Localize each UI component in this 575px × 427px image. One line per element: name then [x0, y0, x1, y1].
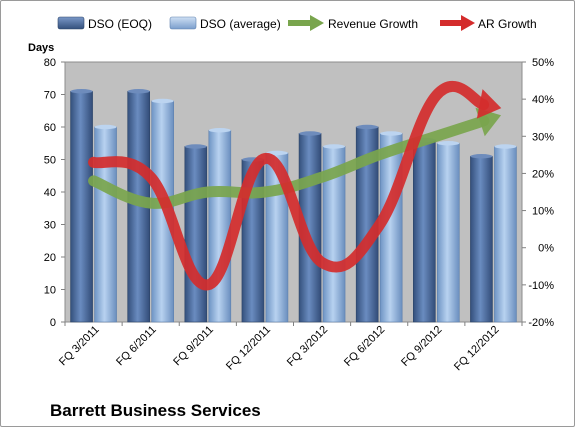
x-tick-label: FQ 3/2011 [57, 324, 102, 369]
legend-label-dso-average: DSO (average) [200, 17, 281, 31]
legend-item-dso-average: DSO (average) [169, 16, 281, 31]
arrowhead-ar-growth [476, 89, 502, 119]
company-name: Barrett Business Services [50, 401, 261, 420]
legend-item-ar-growth: AR Growth [440, 15, 537, 31]
x-axis: FQ 3/2011 FQ 6/2011 FQ 9/2011 FQ 12/2011 FQ … [57, 322, 523, 374]
line-series [88, 81, 502, 291]
x-tick-label: FQ 12/2012 [452, 324, 502, 374]
bar-cap-dso-average [494, 144, 517, 149]
bar-cap-dso-eoq [127, 89, 150, 94]
bar-cap-dso-eoq [299, 131, 322, 136]
legend-item-dso-eoq: DSO (EOQ) [57, 16, 152, 31]
left-tick-label: 10 [44, 285, 56, 297]
right-tick-label: 20% [532, 168, 554, 180]
right-tick-label: -10% [528, 280, 554, 292]
bar-dso-eoq [470, 155, 493, 323]
legend-arrowhead-ar-growth [461, 15, 475, 31]
line-revenue-growth [88, 115, 490, 209]
bar-dso-average [208, 129, 232, 323]
legend-swatch-dso-eoq [57, 16, 85, 30]
x-tick-label: FQ 9/2011 [171, 324, 216, 369]
legend-label-revenue-growth: Revenue Growth [328, 17, 418, 31]
right-tick-label: 40% [532, 94, 554, 106]
right-tick-label: 0% [538, 243, 554, 255]
bar-cap-dso-eoq [470, 154, 493, 159]
legend-label-dso-eoq: DSO (EOQ) [88, 17, 152, 31]
left-tick-label: 0 [50, 317, 56, 329]
legend-arrowhead-revenue-growth [310, 15, 324, 31]
left-tick-label: 60 [44, 122, 56, 134]
bar-cap-dso-eoq [70, 89, 93, 94]
left-tick-label: 30 [44, 220, 56, 232]
bar-cap-dso-eoq [356, 124, 379, 130]
bar-cap-dso-average [437, 141, 460, 146]
left-axis-title: Days [28, 42, 54, 54]
legend-swatch-dso-average [169, 16, 197, 30]
bar-dso-average [494, 146, 517, 323]
right-tick-label: -20% [528, 317, 554, 329]
legend-item-revenue-growth: Revenue Growth [288, 15, 418, 31]
x-tick-label: FQ 6/2012 [342, 324, 387, 369]
x-tick-label: FQ 3/2012 [285, 324, 330, 369]
line-ar-growth [88, 81, 490, 291]
bar-cap-dso-average [323, 144, 346, 149]
bar-cap-dso-eoq [184, 144, 207, 149]
bar-cap-dso-average [208, 128, 231, 133]
left-tick-label: 20 [44, 252, 56, 264]
bar-cap-dso-average [380, 131, 403, 136]
bar-dso-eoq [70, 90, 93, 323]
left-tick-label: 80 [44, 57, 56, 69]
right-tick-label: 30% [532, 131, 554, 143]
bar-dso-eoq [413, 139, 436, 323]
bar-cap-dso-average [94, 124, 117, 130]
right-tick-label: 50% [532, 57, 554, 69]
x-tick-label: FQ 12/2011 [224, 324, 273, 373]
bar-dso-average [94, 126, 117, 323]
x-tick-label: FQ 9/2012 [399, 324, 444, 369]
left-axis: 0 10 20 30 40 50 60 70 80 [44, 57, 65, 329]
x-tick-label: FQ 6/2011 [114, 324, 159, 369]
left-tick-label: 40 [44, 187, 56, 199]
left-tick-label: 50 [44, 155, 56, 167]
right-axis: -20% -10% 0% 10% 20% 30% 40% 50% [522, 57, 554, 329]
bar-dso-average [437, 142, 460, 323]
legend-label-ar-growth: AR Growth [478, 17, 537, 31]
left-tick-label: 70 [44, 90, 56, 102]
legend: DSO (EOQ) DSO (average) Revenue Growth A… [57, 15, 537, 31]
bar-cap-dso-average [151, 98, 174, 104]
right-tick-label: 10% [532, 206, 554, 218]
bar-dso-eoq [184, 146, 208, 323]
